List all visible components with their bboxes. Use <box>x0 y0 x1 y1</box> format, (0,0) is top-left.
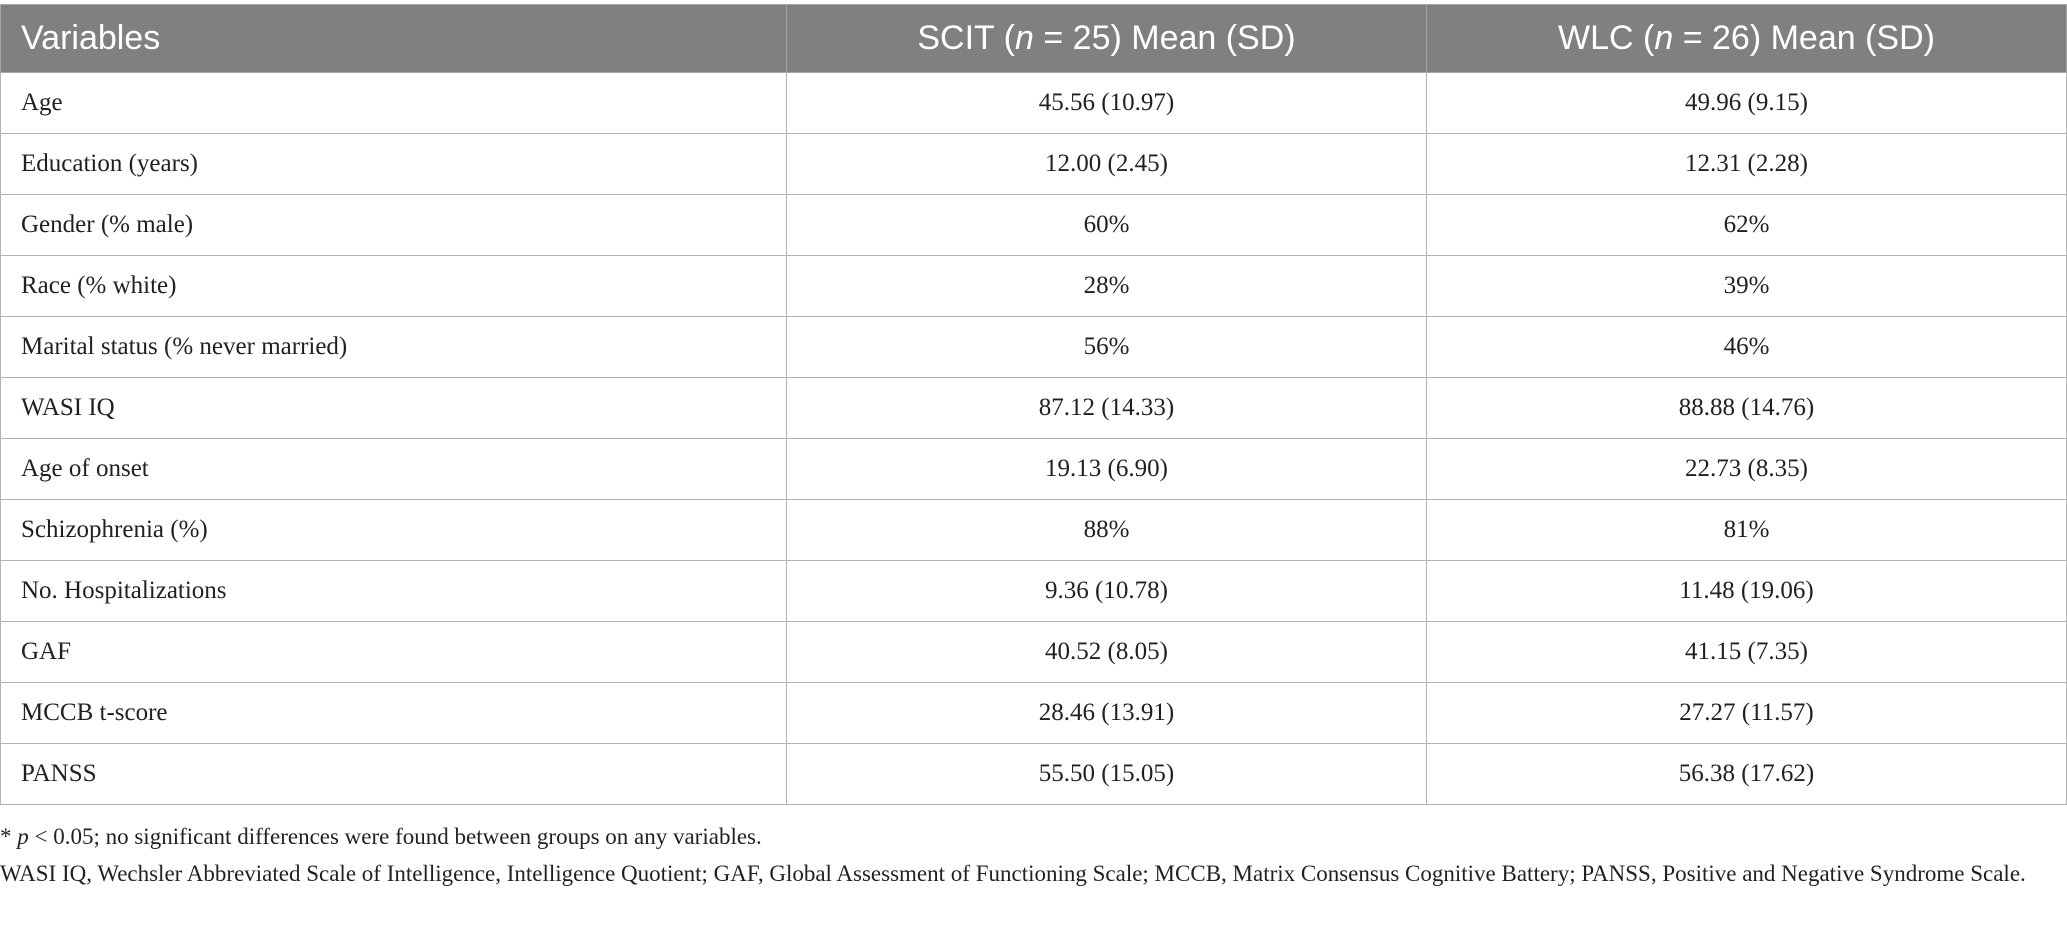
demographics-table: Variables SCIT (n = 25) Mean (SD) WLC (n… <box>0 4 2067 805</box>
table-body: Age 45.56 (10.97) 49.96 (9.15) Education… <box>0 72 2067 805</box>
cell-scit: 40.52 (8.05) <box>786 621 1427 683</box>
cell-wlc: 27.27 (11.57) <box>1426 682 2067 744</box>
table-header: Variables SCIT (n = 25) Mean (SD) WLC (n… <box>0 4 2067 73</box>
cell-wlc: 12.31 (2.28) <box>1426 133 2067 195</box>
cell-wlc: 56.38 (17.62) <box>1426 743 2067 805</box>
cell-variable: Marital status (% never married) <box>0 316 787 378</box>
cell-variable: Race (% white) <box>0 255 787 317</box>
table-row: Age 45.56 (10.97) 49.96 (9.15) <box>0 72 2067 134</box>
cell-scit: 12.00 (2.45) <box>786 133 1427 195</box>
cell-scit: 19.13 (6.90) <box>786 438 1427 500</box>
cell-variable: Gender (% male) <box>0 194 787 256</box>
cell-wlc: 11.48 (19.06) <box>1426 560 2067 622</box>
cell-scit: 87.12 (14.33) <box>786 377 1427 439</box>
cell-variable: Age <box>0 72 787 134</box>
table-row: Race (% white) 28% 39% <box>0 255 2067 317</box>
header-wlc-n: n <box>1654 19 1674 57</box>
significance-note: * p < 0.05; no significant differences w… <box>0 818 2060 855</box>
table-row: WASI IQ 87.12 (14.33) 88.88 (14.76) <box>0 377 2067 439</box>
table-row: GAF 40.52 (8.05) 41.15 (7.35) <box>0 621 2067 683</box>
table-row: PANSS 55.50 (15.05) 56.38 (17.62) <box>0 743 2067 805</box>
cell-wlc: 49.96 (9.15) <box>1426 72 2067 134</box>
significance-star: * <box>0 824 18 849</box>
cell-variable: Schizophrenia (%) <box>0 499 787 561</box>
cell-wlc: 22.73 (8.35) <box>1426 438 2067 500</box>
table-row: MCCB t-score 28.46 (13.91) 27.27 (11.57) <box>0 682 2067 744</box>
header-scit: SCIT (n = 25) Mean (SD) <box>786 4 1427 73</box>
header-wlc: WLC (n = 26) Mean (SD) <box>1426 4 2067 73</box>
table-footnotes: * p < 0.05; no significant differences w… <box>0 818 2060 892</box>
cell-wlc: 41.15 (7.35) <box>1426 621 2067 683</box>
header-scit-prefix: SCIT ( <box>917 19 1015 57</box>
cell-wlc: 62% <box>1426 194 2067 256</box>
header-variables: Variables <box>0 4 787 73</box>
cell-variable: MCCB t-score <box>0 682 787 744</box>
cell-scit: 45.56 (10.97) <box>786 72 1427 134</box>
cell-scit: 28% <box>786 255 1427 317</box>
cell-scit: 60% <box>786 194 1427 256</box>
abbreviations-note: WASI IQ, Wechsler Abbreviated Scale of I… <box>0 861 2026 886</box>
cell-variable: WASI IQ <box>0 377 787 439</box>
cell-wlc: 88.88 (14.76) <box>1426 377 2067 439</box>
cell-wlc: 81% <box>1426 499 2067 561</box>
header-row: Variables SCIT (n = 25) Mean (SD) WLC (n… <box>0 4 2067 73</box>
header-scit-suffix: = 25) Mean (SD) <box>1033 19 1296 57</box>
header-scit-n: n <box>1014 19 1034 57</box>
cell-wlc: 39% <box>1426 255 2067 317</box>
header-wlc-suffix: = 26) Mean (SD) <box>1673 19 1935 57</box>
significance-p: p <box>17 824 29 849</box>
table-row: Gender (% male) 60% 62% <box>0 194 2067 256</box>
cell-scit: 55.50 (15.05) <box>786 743 1427 805</box>
cell-variable: PANSS <box>0 743 787 805</box>
cell-wlc: 46% <box>1426 316 2067 378</box>
table-row: Marital status (% never married) 56% 46% <box>0 316 2067 378</box>
cell-scit: 88% <box>786 499 1427 561</box>
cell-variable: Age of onset <box>0 438 787 500</box>
demographics-table-container: Variables SCIT (n = 25) Mean (SD) WLC (n… <box>0 4 2067 805</box>
cell-variable: GAF <box>0 621 787 683</box>
cell-variable: Education (years) <box>0 133 787 195</box>
table-row: No. Hospitalizations 9.36 (10.78) 11.48 … <box>0 560 2067 622</box>
cell-scit: 28.46 (13.91) <box>786 682 1427 744</box>
cell-variable: No. Hospitalizations <box>0 560 787 622</box>
cell-scit: 9.36 (10.78) <box>786 560 1427 622</box>
significance-text: < 0.05; no significant differences were … <box>28 824 762 849</box>
cell-scit: 56% <box>786 316 1427 378</box>
table-row: Education (years) 12.00 (2.45) 12.31 (2.… <box>0 133 2067 195</box>
table-row: Age of onset 19.13 (6.90) 22.73 (8.35) <box>0 438 2067 500</box>
header-wlc-prefix: WLC ( <box>1558 19 1655 57</box>
table-row: Schizophrenia (%) 88% 81% <box>0 499 2067 561</box>
